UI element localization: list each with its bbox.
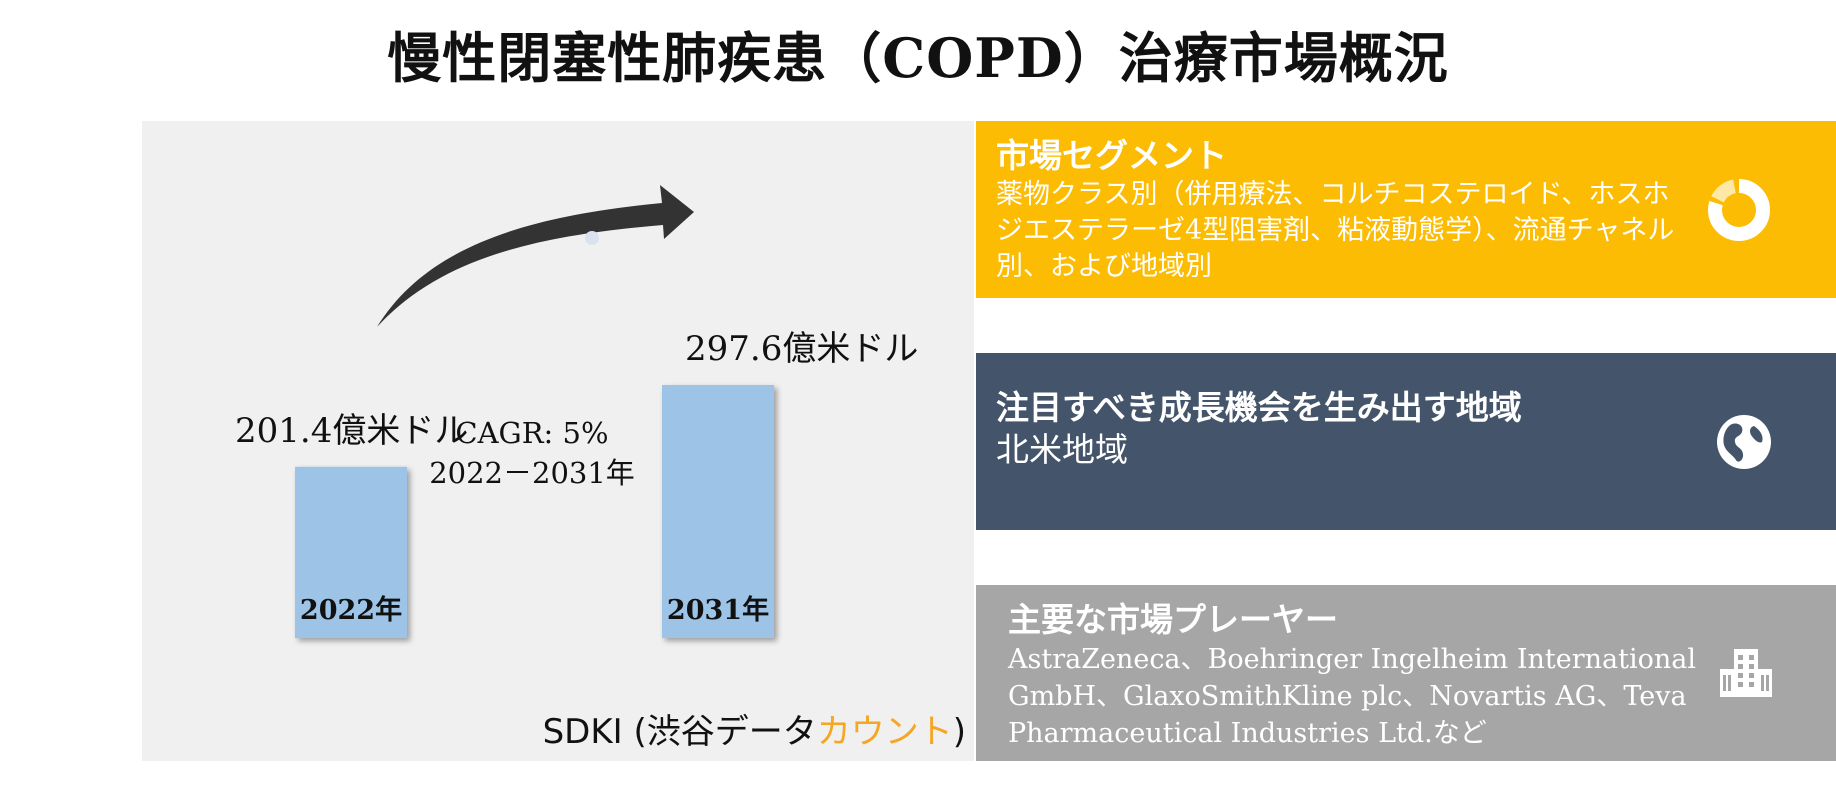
bar-chart: 2022年 201.4億米ドル 2031年 297.6億米ドル: [235, 185, 918, 638]
source-suffix: ): [952, 712, 966, 752]
category-label: 2031年: [667, 594, 769, 626]
page-title: 慢性閉塞性肺疾患（COPD）治療市場概況: [387, 26, 1449, 90]
region-body: 北米地域: [996, 430, 1128, 469]
region-title: 注目すべき成長機会を生み出す地域: [996, 388, 1522, 427]
bar-2031年: [662, 385, 774, 638]
donut-chart-icon: [1708, 178, 1770, 241]
bar-2022年: [295, 466, 407, 638]
players-title: 主要な市場プレーヤー: [1008, 600, 1338, 639]
segment-title: 市場セグメント: [996, 136, 1227, 175]
source-accent: カウント: [816, 712, 953, 752]
source-credit: SDKI (渋谷データカウント): [543, 704, 966, 753]
market-segment-card: 市場セグメント 薬物クラス別（併用療法、コルチコステロイド、ホスホジエステラーゼ…: [976, 121, 1836, 298]
building-icon: [1720, 649, 1772, 697]
growth-arrow-shape: [377, 185, 694, 327]
growth-region-card: 注目すべき成長機会を生み出す地域 北米地域: [976, 353, 1836, 530]
chart-panel: 2022年 201.4億米ドル 2031年 297.6億米ドル CAGR: 5% 20…: [142, 121, 974, 761]
key-players-card: 主要な市場プレーヤー AstraZeneca、Boehringer Ingelh…: [976, 585, 1836, 761]
value-label: 201.4億米ドル: [235, 411, 468, 451]
category-label: 2022年: [300, 594, 402, 626]
value-label: 297.6億米ドル: [685, 329, 918, 369]
segment-body: 薬物クラス別（併用療法、コルチコステロイド、ホスホジエステラーゼ4型阻害剤、粘液…: [996, 179, 1675, 282]
source-prefix: SDKI (渋谷データ: [542, 712, 817, 752]
cagr-annotation: CAGR: 5% 2022－2031年: [402, 413, 662, 493]
arrow-dot: [585, 231, 599, 245]
cagr-period: 2022－2031年: [429, 456, 635, 490]
cagr-rate: CAGR: 5%: [455, 416, 609, 450]
globe-icon: [1717, 414, 1771, 469]
players-body: AstraZeneca、Boehringer Ingelheim Interna…: [1008, 644, 1696, 749]
